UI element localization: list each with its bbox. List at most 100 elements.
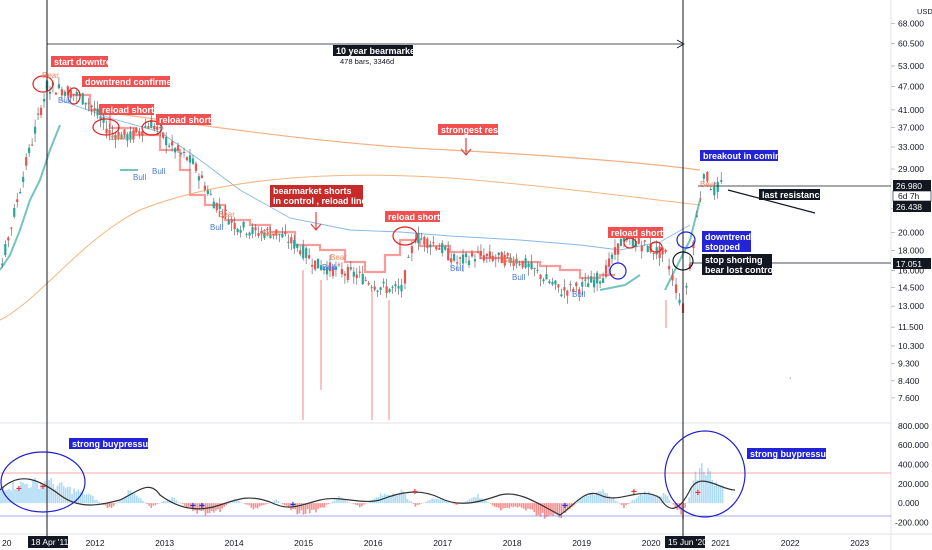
- annotation-ten-year-bearmarket: 10 year bearmarket 478 bars, 3346d: [333, 45, 418, 66]
- oscillator-bar: [2, 486, 4, 504]
- svg-text:+: +: [631, 487, 637, 498]
- candle-body: [709, 188, 712, 191]
- candle-body: [453, 254, 456, 261]
- svg-text:reload shorts: reload shorts: [611, 228, 668, 238]
- candle-body: [551, 282, 554, 285]
- candle-body: [388, 288, 391, 293]
- oscillator-bar: [292, 503, 294, 509]
- candle-body: [397, 286, 400, 289]
- candle-body: [200, 175, 204, 179]
- oscillator-bar: [554, 503, 556, 514]
- candle-body: [355, 274, 358, 279]
- oscillator-bar: [187, 503, 190, 508]
- candle-body: [601, 278, 605, 283]
- svg-text:reload shorts: reload shorts: [102, 105, 159, 115]
- arrow-down-icon: [310, 212, 322, 231]
- candle-body: [658, 246, 661, 259]
- time-axis[interactable]: 2012 2013 2014 2015 2016 2017 2018 2019 2020 2021…: [2, 538, 869, 548]
- candle-body: [619, 239, 623, 246]
- oscillator-bar: [425, 501, 427, 504]
- oscillator-bar: [427, 500, 429, 504]
- oscillator-bar: [627, 503, 629, 504]
- candle-body: [230, 219, 233, 223]
- oscillator-bar: [256, 503, 259, 509]
- oscillator-bar: [306, 503, 309, 510]
- oscillator-bar: [146, 503, 148, 505]
- time-tick-label: 2015: [294, 538, 313, 548]
- oscillator-bar: [541, 503, 544, 513]
- price-marker-26438: 26.438: [893, 201, 931, 212]
- oscillator-bar: [275, 499, 278, 504]
- candle-body: [607, 258, 611, 267]
- candle-body: [554, 280, 557, 285]
- oscillator-bar: [300, 503, 303, 511]
- oscillator-bar: [631, 500, 634, 504]
- candle-body: [569, 284, 572, 286]
- time-marker-end: 15 Jun '20: [665, 536, 707, 548]
- candle-body: [96, 108, 99, 116]
- oscillator-bar: [231, 501, 234, 504]
- oscillator-bar: [67, 486, 69, 504]
- signal-bull: Bull: [512, 273, 526, 282]
- time-tick-label: 2012: [86, 538, 105, 548]
- oscillator-bar: [418, 503, 421, 505]
- oscillator-bar: [354, 503, 357, 505]
- oscillator-bar: [229, 502, 232, 504]
- time-tick-label: 2020: [642, 538, 661, 548]
- oscillator-bar: [705, 475, 707, 504]
- oscillator-bar: [135, 495, 138, 504]
- oscillator-bar: [223, 503, 226, 507]
- oscillator-bar: [577, 500, 579, 504]
- candle-body: [135, 127, 138, 132]
- candle-body: [533, 267, 536, 269]
- svg-text:15 Jun '20: 15 Jun '20: [668, 537, 707, 547]
- oscillator-bar: [258, 503, 261, 507]
- oscillator-bar: [348, 502, 351, 504]
- oscillator-bar: [311, 503, 313, 510]
- candle-body: [275, 229, 278, 236]
- oscillator-bar: [483, 499, 486, 504]
- price-tick-label: 13.000: [898, 301, 924, 311]
- oscillator-bar: [254, 503, 257, 508]
- oscillator-bar: [277, 501, 280, 504]
- candle-body: [346, 266, 349, 280]
- oscillator-bar: [470, 498, 473, 504]
- oscillator-bar: [361, 503, 363, 507]
- annotation-reload-shorts-3: reload shorts: [385, 211, 445, 222]
- candle-body: [706, 172, 709, 182]
- oscillator-bar: [625, 503, 627, 505]
- svg-text:reload shorts: reload shorts: [159, 115, 216, 125]
- signal-bull: Bull: [450, 264, 464, 273]
- oscillator-bar: [156, 503, 159, 504]
- candle-body: [671, 274, 674, 281]
- oscillator-bar: [604, 493, 606, 504]
- signal-bear: Bear: [330, 253, 347, 262]
- candle-body: [470, 252, 474, 257]
- candle-body: [90, 105, 93, 108]
- candle-body: [667, 265, 671, 270]
- oscillator-bar: [454, 503, 456, 505]
- candle-body: [314, 260, 317, 270]
- oscillator-bar: [398, 492, 401, 504]
- oscillator-bar: [6, 490, 8, 504]
- candle-body: [407, 256, 410, 258]
- svg-text:·: ·: [789, 373, 792, 382]
- candle-body: [212, 201, 215, 209]
- candle-body: [176, 145, 180, 151]
- oscillator-axis[interactable]: 800.000 600.000 400.000 200.000 0.000 -200.00…: [895, 421, 929, 527]
- candle-body: [578, 289, 581, 294]
- candle-body: [254, 227, 257, 231]
- oscillator-bar: [233, 498, 236, 504]
- oscillator-bar: [650, 493, 652, 504]
- candle-body: [266, 228, 269, 230]
- candle-body: [28, 147, 31, 154]
- oscillator-bar: [202, 503, 205, 511]
- oscillator-tick-label: 400.000: [898, 460, 929, 470]
- oscillator-bar: [75, 491, 77, 504]
- oscillator-bar: [545, 503, 548, 517]
- candle-body: [141, 131, 144, 136]
- svg-text:in control , reload line: in control , reload line: [273, 196, 367, 206]
- signal-bear: Bear: [700, 180, 717, 189]
- annotation-start-downtrend: start downtrend: [51, 56, 122, 67]
- candle-body: [287, 241, 290, 243]
